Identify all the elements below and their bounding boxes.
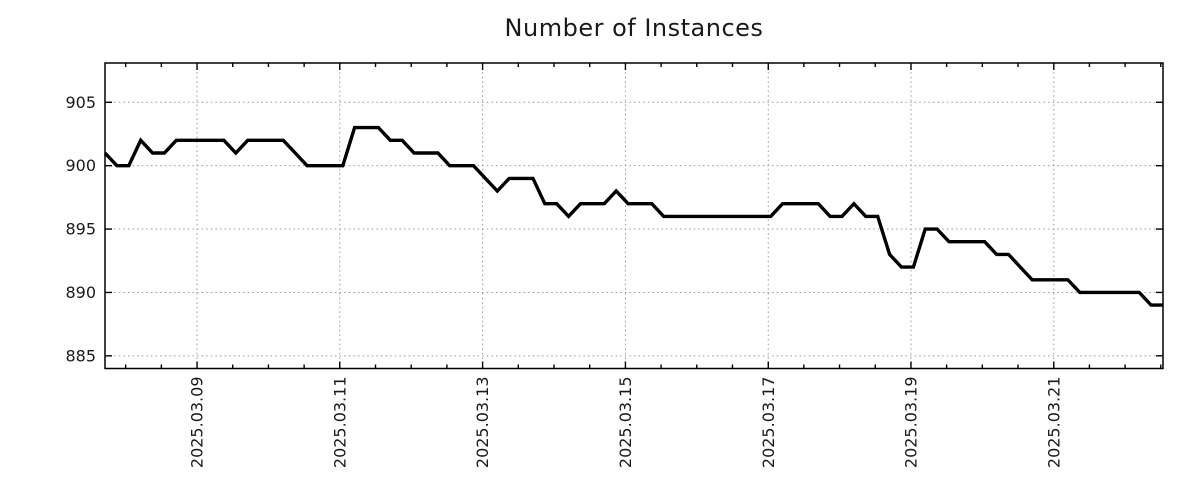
data-line: [103, 125, 1163, 307]
y-tick-label: 900: [65, 156, 96, 175]
x-tick-label: 2025.03.09: [188, 377, 207, 469]
x-tick-label: 2025.03.21: [1044, 377, 1063, 469]
x-tick-label: 2025.03.17: [759, 377, 778, 469]
x-tick-label: 2025.03.19: [901, 377, 920, 469]
plot-border: [104, 62, 1164, 370]
x-tick-label: 2025.03.11: [330, 377, 349, 469]
y-tick-label: 885: [65, 346, 96, 365]
y-tick-label: 905: [65, 93, 96, 112]
x-tick-label: 2025.03.13: [473, 377, 492, 469]
y-tick-label: 895: [65, 220, 96, 239]
chart-title: Number of Instances: [504, 14, 764, 42]
y-tick-label: 890: [65, 283, 96, 302]
x-tick-label: 2025.03.15: [616, 377, 635, 469]
